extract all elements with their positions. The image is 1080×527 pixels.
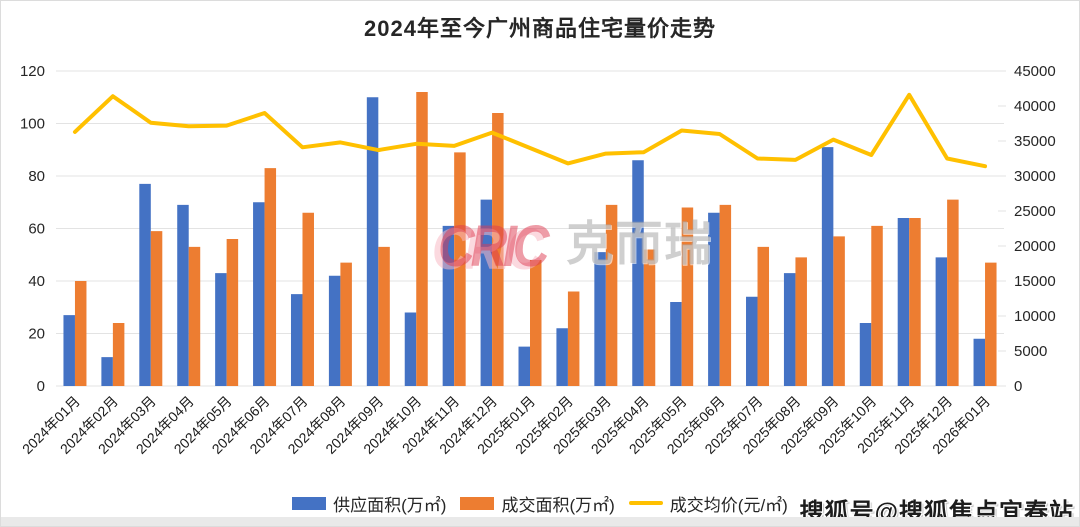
bar — [378, 246, 390, 386]
bar — [947, 199, 959, 386]
bar — [442, 225, 455, 386]
bar — [139, 183, 151, 386]
bar — [708, 212, 720, 386]
bar — [215, 273, 227, 386]
y-axis-left-tick-label: 40 — [28, 273, 45, 290]
bar — [416, 92, 428, 386]
bar — [681, 207, 694, 386]
y-axis-left-tick-label: 20 — [28, 326, 45, 343]
bar — [63, 315, 75, 386]
bar — [757, 246, 770, 386]
bar — [670, 302, 682, 386]
bar — [935, 257, 948, 386]
bar — [404, 312, 417, 386]
bar — [821, 147, 834, 386]
y-axis-left-tick-label: 0 — [37, 378, 45, 395]
bars-supply-area — [63, 97, 986, 386]
supply-area-swatch — [292, 496, 327, 510]
y-axis-left-tick-label: 100 — [20, 116, 45, 133]
y-axis-right-labels: 0 5000 10000 15000 20000 25000 30000 35000 40000… — [998, 63, 1056, 395]
bar — [101, 357, 113, 386]
bar — [795, 257, 807, 386]
legend-item-deal-area: 成交面积(万㎡) — [460, 491, 615, 516]
bar — [302, 212, 314, 386]
legend-item-avg-price: 成交均价(元/㎡) — [628, 491, 788, 516]
y-axis-left-tick-label: 120 — [20, 63, 45, 80]
bar — [366, 97, 379, 386]
bar — [783, 273, 796, 386]
y-axis-right-tick-label: 45000 — [1014, 63, 1056, 80]
bar — [188, 246, 201, 386]
y-axis-left-tick-label: 80 — [28, 168, 45, 185]
bar — [328, 275, 341, 386]
bar — [985, 262, 997, 386]
bar — [480, 199, 493, 386]
bar — [605, 204, 618, 386]
y-axis-right-tick-label: 25000 — [1014, 203, 1056, 220]
legend-label-supply-area: 供应面积(万㎡) — [333, 495, 447, 515]
avg-price-line-swatch — [628, 501, 663, 505]
bar — [897, 218, 910, 386]
bar — [973, 338, 986, 386]
legend-label-deal-area: 成交面积(万㎡) — [501, 495, 615, 515]
y-axis-right-tick-label: 15000 — [1014, 273, 1056, 290]
bar — [643, 249, 656, 386]
bar — [454, 152, 466, 386]
legend-item-supply-area: 供应面积(万㎡) — [292, 491, 446, 516]
bar — [74, 281, 87, 386]
x-axis-labels: 2024年01月2024年02月2024年03月2024年04月2024年05月… — [19, 393, 993, 457]
bar — [556, 328, 568, 386]
bar — [567, 291, 580, 386]
bar — [746, 296, 758, 386]
y-axis-right-tick-label: 20000 — [1014, 238, 1056, 255]
bar — [518, 346, 530, 386]
bar — [871, 225, 883, 386]
bar — [909, 218, 921, 386]
bar — [253, 202, 265, 386]
price-polyline — [72, 92, 988, 169]
bar — [719, 204, 732, 386]
y-axis-right-tick-label: 0 — [1014, 378, 1022, 395]
chart-canvas: 0 20 40 60 80 100 120 0 5000 10000 15000 20000 25000… — [19, 63, 1056, 457]
avg-price-line — [72, 92, 988, 169]
bar — [492, 113, 504, 386]
bar — [340, 262, 352, 386]
y-axis-left-tick-label: 60 — [28, 221, 45, 238]
y-axis-left-labels: 0 20 40 60 80 100 120 — [20, 63, 45, 395]
bar — [290, 294, 303, 386]
bar — [594, 252, 606, 386]
bar — [264, 168, 277, 386]
deal-area-swatch — [460, 496, 495, 510]
bottom-gray-strip — [1, 517, 1079, 526]
bar — [150, 231, 163, 386]
y-axis-right-tick-label: 30000 — [1014, 168, 1056, 185]
legend-label-avg-price: 成交均价(元/㎡) — [669, 495, 788, 515]
y-axis-right-tick-label: 35000 — [1014, 133, 1056, 150]
y-axis-right-tick-label: 40000 — [1014, 98, 1056, 115]
bar — [112, 323, 125, 386]
y-axis-right-tick-label: 10000 — [1014, 308, 1056, 325]
bar — [226, 239, 239, 386]
y-axis-right-tick-label: 5000 — [1014, 343, 1047, 360]
bar — [530, 260, 542, 386]
bar — [177, 204, 189, 386]
chart-legend: 供应面积(万㎡) 成交面积(万㎡) 成交均价(元/㎡) — [1, 490, 1079, 516]
chart-title: 2024年至今广州商品住宅量价走势 — [364, 16, 716, 41]
bar — [859, 323, 872, 386]
bar — [632, 160, 644, 386]
bar — [833, 236, 845, 386]
bars-deal-area — [74, 92, 997, 386]
